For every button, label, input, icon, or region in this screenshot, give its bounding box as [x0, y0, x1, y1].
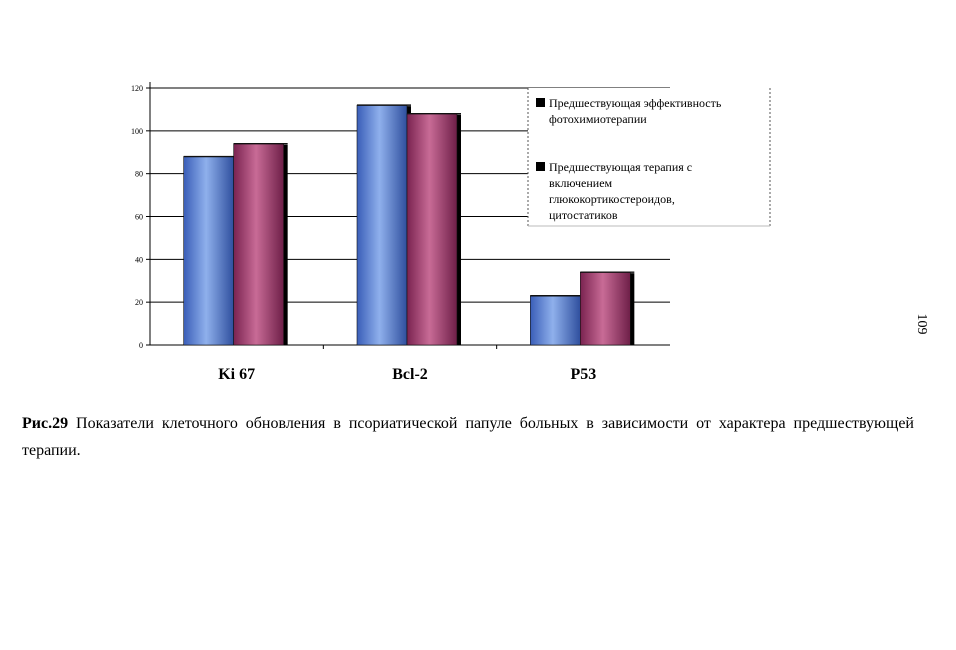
y-tick-label: 120	[131, 84, 143, 93]
y-tick-label: 80	[135, 170, 143, 179]
legend-label: включением	[549, 176, 613, 190]
bar	[530, 295, 581, 346]
y-tick-label: 60	[135, 213, 143, 222]
legend-label: фотохимиотерапии	[549, 112, 647, 126]
y-tick-label: 20	[135, 298, 143, 307]
x-category-label: Bcl-2	[392, 366, 428, 383]
caption-text: Показатели клеточного обновления в псори…	[22, 415, 914, 459]
figure-caption: Рис.29 Показатели клеточного обновления …	[22, 410, 914, 464]
legend-box	[528, 88, 770, 226]
y-tick-label: 0	[139, 341, 143, 350]
page-number: 109	[914, 313, 929, 335]
bar-side	[455, 114, 461, 345]
legend-label: цитостатиков	[549, 208, 618, 222]
bar	[406, 113, 458, 346]
bar-side	[628, 273, 635, 345]
bar	[183, 156, 234, 346]
x-category-label: Ki 67	[218, 366, 255, 383]
y-tick-label: 40	[135, 255, 143, 264]
x-category-label: P53	[570, 366, 596, 383]
legend-label: Предшествующая терапия с	[549, 160, 692, 174]
y-tick-label: 100	[131, 127, 143, 136]
legend-swatch	[536, 162, 545, 171]
bars	[183, 104, 635, 346]
legend-swatch	[536, 98, 545, 107]
bar	[233, 143, 284, 346]
bar	[580, 271, 631, 346]
legend-label: глюкокортикостероидов,	[549, 192, 675, 206]
legend: Предшествующая эффективность фотохимиотер…	[527, 88, 771, 227]
bar	[356, 104, 408, 346]
legend-label: Предшествующая эффективность	[549, 96, 722, 110]
caption-label: Рис.29	[22, 415, 69, 432]
bar-side	[281, 144, 288, 345]
bar-chart: 0 20 40 60 80 100 120 Ki 67 Bcl-2 P53 Предшествую…	[131, 82, 771, 383]
